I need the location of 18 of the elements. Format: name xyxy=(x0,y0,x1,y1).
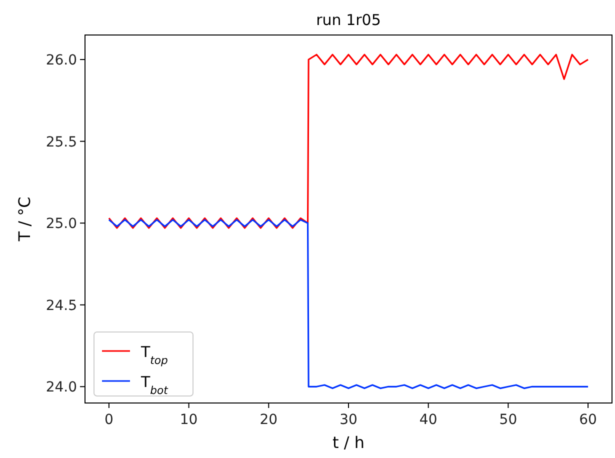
x-tick-label: 30 xyxy=(340,412,358,428)
y-tick-label: 24.5 xyxy=(46,298,77,314)
y-tick-label: 25.5 xyxy=(46,134,77,150)
legend-label: T$_{top}$ xyxy=(140,343,168,366)
y-tick-label: 25.0 xyxy=(46,216,77,232)
x-tick-label: 20 xyxy=(260,412,278,428)
y-tick-label: 24.0 xyxy=(46,380,77,396)
legend-label: T$_{bot}$ xyxy=(140,373,169,396)
y-axis-title: T / °C xyxy=(15,196,34,242)
line-series xyxy=(108,54,589,229)
y-tick-label: 26.0 xyxy=(46,52,77,69)
x-tick-label: 0 xyxy=(104,412,114,428)
x-tick-label: 40 xyxy=(419,412,438,428)
x-axis-title: t / h xyxy=(332,433,364,452)
x-tick-label: 60 xyxy=(579,412,597,428)
x-tick-label: 50 xyxy=(499,412,518,428)
chart-title: run 1r05 xyxy=(316,11,381,29)
x-tick-label: 10 xyxy=(180,412,198,428)
